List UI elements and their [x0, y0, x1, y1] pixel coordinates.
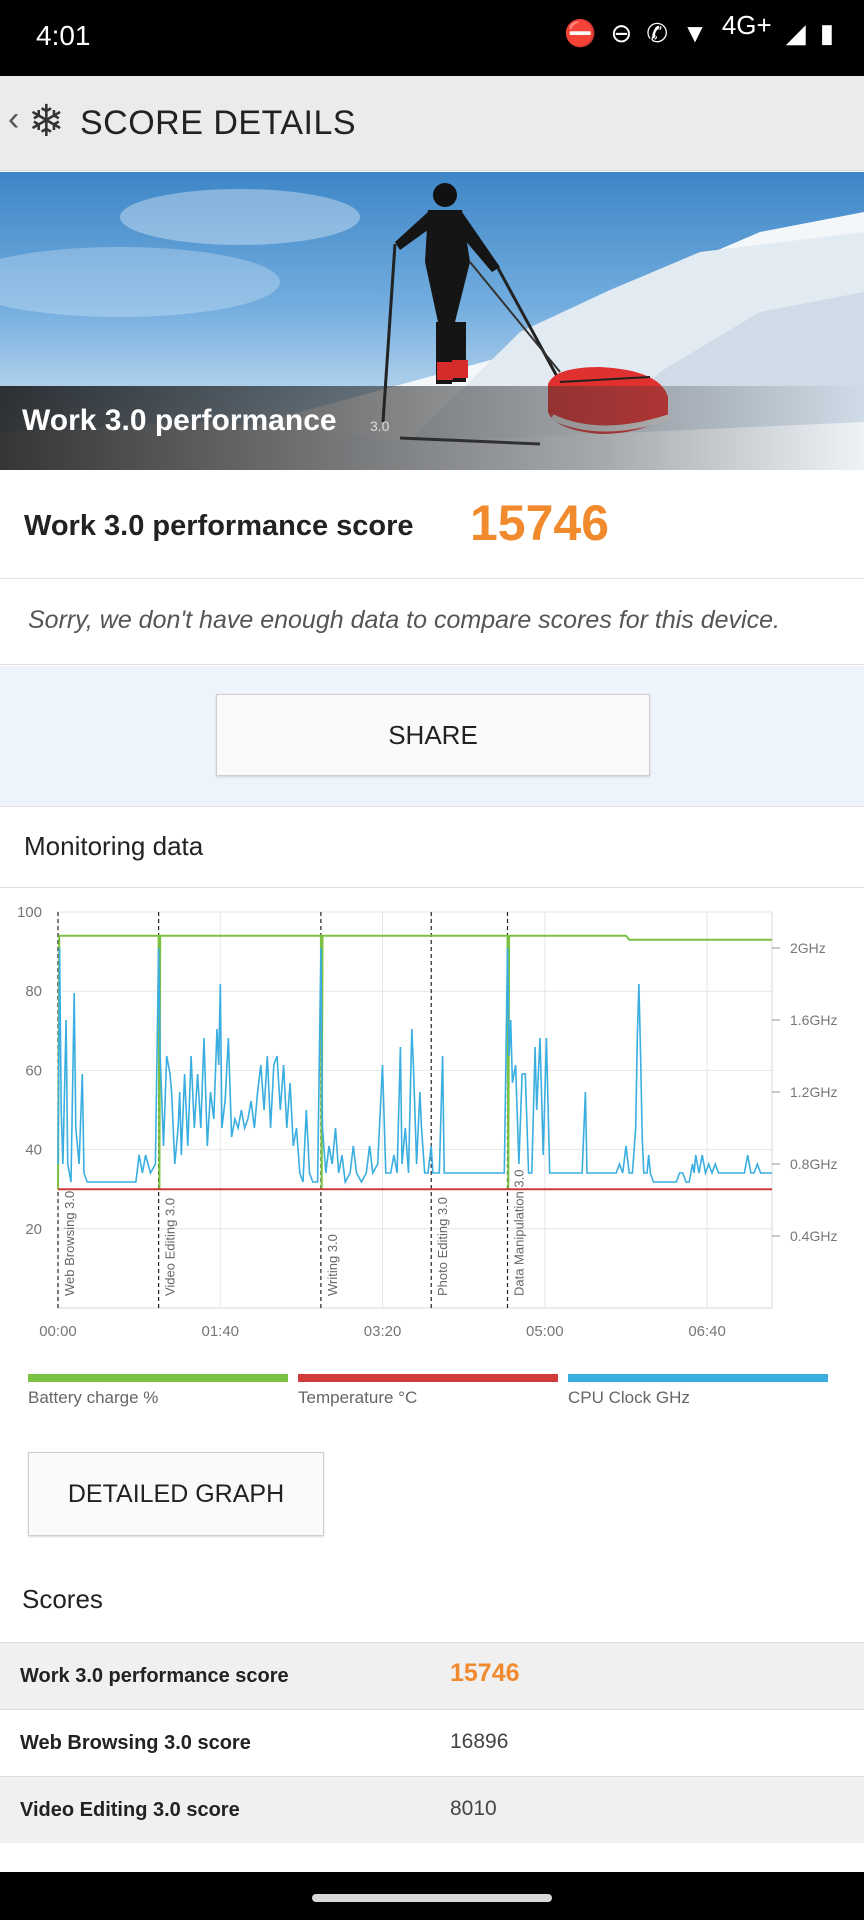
y-left-tick-label: 80 — [25, 983, 42, 1000]
scores-title: Scores — [22, 1584, 103, 1614]
wifi-calling-icon: ✆ — [646, 18, 669, 48]
compare-message-box: Sorry, we don't have enough data to comp… — [0, 580, 864, 665]
x-tick-label: 01:40 — [201, 1323, 239, 1340]
monitoring-title: Monitoring data — [24, 831, 204, 861]
hero-version: 3.0 — [370, 418, 390, 434]
signal-icon: ◢ — [785, 18, 806, 48]
y-right-tick-label: 0.8GHz — [790, 1156, 837, 1172]
legend-cpu-clock: CPU Clock GHz — [568, 1374, 828, 1414]
hero-title-band — [0, 386, 864, 470]
y-left-tick-label: 40 — [25, 1142, 42, 1159]
x-tick-label: 03:20 — [364, 1323, 402, 1340]
app-header: ‹ ❄ SCORE DETAILS — [0, 76, 864, 171]
share-button[interactable]: SHARE — [216, 694, 650, 776]
hero-banner: Work 3.0 performance 3.0 — [0, 172, 864, 470]
monitoring-chart-svg: 100 80 60 40 20 2GHz 1.6GHz 1.2GHz 0.8GHz 0.4GHz 0… — [17, 904, 838, 1340]
y-right-tick-label: 1.6GHz — [790, 1012, 837, 1028]
series-line-2 — [57, 947, 772, 1185]
section-label: Photo Editing 3.0 — [435, 1197, 450, 1296]
score-value: 16896 — [450, 1730, 509, 1753]
do-not-disturb-icon: ⊖ — [610, 18, 633, 48]
monitoring-chart: 100 80 60 40 20 2GHz 1.6GHz 1.2GHz 0.8GHz 0.4GHz 0… — [0, 888, 864, 1358]
x-tick-label: 06:40 — [688, 1323, 726, 1340]
legend-battery: Battery charge % — [28, 1374, 288, 1414]
section-label: Data Manipulation 3.0 — [511, 1170, 526, 1296]
table-row: Video Editing 3.0 score 8010 — [0, 1776, 864, 1843]
status-icons: ⛔ ⊖ ✆ ▼ 4G+ ◢ ▮ — [564, 10, 834, 49]
table-row: Work 3.0 performance score 15746 — [0, 1642, 864, 1709]
score-name: Work 3.0 performance score — [20, 1665, 289, 1687]
y-left-tick-label: 20 — [25, 1221, 42, 1238]
overall-score-label: Work 3.0 performance score — [24, 510, 414, 542]
home-gesture-pill[interactable] — [312, 1894, 552, 1902]
battery-icon: ▮ — [819, 18, 834, 48]
section-label: Web Browsing 3.0 — [62, 1191, 77, 1296]
scores-table: Work 3.0 performance score 15746 Web Bro… — [0, 1642, 864, 1843]
share-section: SHARE — [0, 666, 864, 806]
legend-cpu-clock-label: CPU Clock GHz — [568, 1388, 690, 1407]
compare-message: Sorry, we don't have enough data to comp… — [28, 606, 780, 634]
legend-battery-swatch — [28, 1374, 288, 1382]
vibrate-off-icon: ⛔ — [564, 18, 597, 48]
system-nav-bar — [0, 1872, 864, 1920]
status-bar: 4:01 ⛔ ⊖ ✆ ▼ 4G+ ◢ ▮ — [0, 0, 864, 76]
overall-score-value: 15746 — [470, 495, 610, 551]
section-label: Writing 3.0 — [325, 1234, 340, 1296]
network-type-label: 4G+ — [721, 10, 772, 40]
x-tick-label: 05:00 — [526, 1323, 564, 1340]
legend-temperature-swatch — [298, 1374, 558, 1382]
y-left-tick-label: 60 — [25, 1062, 42, 1079]
legend-temperature-label: Temperature °C — [298, 1388, 418, 1407]
legend-temperature: Temperature °C — [298, 1374, 558, 1414]
status-time: 4:01 — [36, 20, 91, 51]
wifi-icon: ▼ — [682, 18, 708, 48]
hero-title: Work 3.0 performance — [22, 404, 337, 437]
back-chevron-icon[interactable]: ‹ — [8, 100, 20, 138]
monitoring-header: Monitoring data — [0, 806, 864, 888]
detailed-graph-button[interactable]: DETAILED GRAPH — [28, 1452, 324, 1536]
table-row: Web Browsing 3.0 score 16896 — [0, 1709, 864, 1776]
y-right-tick-label: 1.2GHz — [790, 1084, 837, 1100]
y-right-tick-label: 0.4GHz — [790, 1228, 837, 1244]
y-left-tick-label: 100 — [17, 904, 42, 921]
y-right-tick-label: 2GHz — [790, 940, 826, 956]
score-name: Video Editing 3.0 score — [20, 1799, 240, 1821]
score-value: 8010 — [450, 1797, 497, 1820]
section-label: Video Editing 3.0 — [163, 1198, 178, 1296]
page-title: SCORE DETAILS — [80, 104, 357, 142]
x-tick-label: 00:00 — [39, 1323, 77, 1340]
score-name: Web Browsing 3.0 score — [20, 1732, 251, 1754]
legend-battery-label: Battery charge % — [28, 1388, 159, 1407]
legend-cpu-clock-swatch — [568, 1374, 828, 1382]
score-value: 15746 — [450, 1659, 520, 1687]
overall-score-row: Work 3.0 performance score 15746 — [0, 472, 864, 579]
snowflake-logo-icon[interactable]: ❄ — [28, 97, 65, 146]
